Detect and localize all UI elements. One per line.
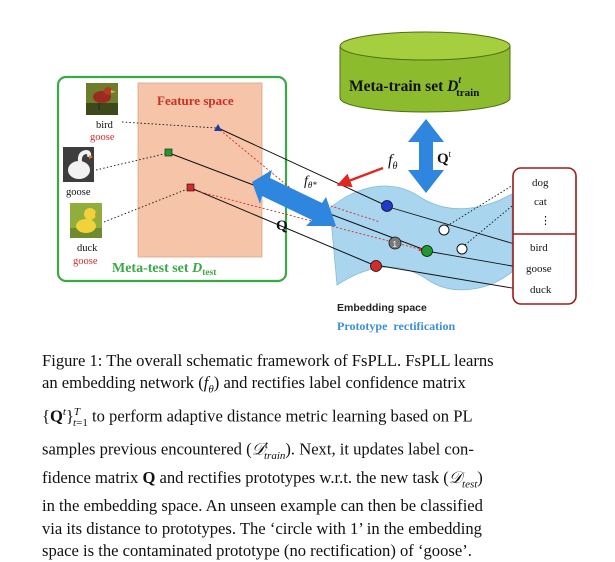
duck-image (70, 203, 102, 238)
f-theta-star-label: fθ* (304, 174, 317, 190)
caption-line-1: Figure 1: The overall schematic framewor… (42, 351, 494, 370)
meta-train-label: Meta-train set Dt train (349, 75, 479, 99)
duck-dotted-link (103, 187, 191, 223)
feature-space-label: Feature space (157, 93, 234, 108)
cat-prototype (456, 243, 468, 255)
duck-sample-name: duck (77, 243, 98, 254)
caption-line-6: in the embedding space. An unseen exampl… (42, 496, 483, 516)
goose-sample-name: goose (66, 187, 91, 198)
feature-embedding-double-arrow (252, 170, 336, 226)
bird-feature-point (214, 124, 222, 131)
cat-class-link (464, 200, 519, 246)
feature-space-box (137, 82, 263, 258)
caption-line-4: samples previous encountered (𝒟ttrain). … (42, 438, 474, 462)
goose-image (63, 147, 94, 182)
duck-sample-label: goose (73, 256, 98, 267)
bird-sample-name: bird (96, 120, 114, 131)
contaminated-goose-prototype (388, 236, 402, 250)
bird-dotted-link (121, 121, 218, 129)
caption-line-5: fidence matrix Q and rectifies prototype… (42, 467, 483, 491)
class-duck: duck (530, 284, 552, 296)
contaminated-marker-one: 1 (393, 240, 398, 249)
caption-line-2: an embedding network (fθ) and rectifies … (42, 373, 466, 396)
prototype-rectification-label: Prototype rectification (337, 319, 456, 333)
bird-sample-label: goose (90, 132, 115, 143)
goose-prototype (421, 245, 433, 257)
q-t-label: Qt (437, 149, 452, 167)
vertical-double-arrow (408, 119, 444, 193)
bird-mapping-line (217, 127, 388, 207)
framework-figure: Feature space bird goose goose duck goos… (56, 31, 577, 333)
duck-class-link (380, 265, 519, 290)
bird-image (86, 83, 118, 115)
caption-line-3: {Qt}Tt=1 to perform adaptive distance me… (42, 405, 473, 429)
bird-prototype (381, 200, 393, 212)
embedding-space-label: Embedding space (337, 302, 427, 314)
dog-prototype (438, 224, 450, 236)
class-cat: cat (534, 196, 547, 208)
q-label: Q (276, 218, 288, 234)
class-bird: bird (530, 242, 548, 254)
class-goose: goose (526, 263, 552, 275)
duck-prototype (370, 260, 382, 272)
f-theta-label: fθ (388, 152, 397, 172)
f-theta-red-arrow (336, 166, 384, 188)
bird-class-link (391, 207, 519, 246)
goose-dotted-link (95, 152, 169, 171)
caption-line-7: via its distance to prototypes. The ‘cir… (42, 518, 482, 538)
meta-train-cylinder (339, 31, 511, 113)
goose-class-link (431, 251, 519, 268)
class-ellipsis: ⋮ (540, 214, 551, 227)
goose-feature-point (164, 148, 173, 157)
duck-mapping-line (190, 187, 377, 267)
meta-test-label: Meta-test set Dtest (112, 261, 217, 278)
class-list-box (512, 167, 577, 305)
figure-caption: Figure 1: The overall schematic framewor… (42, 350, 590, 562)
class-dog: dog (532, 177, 549, 189)
duck-feature-point (186, 183, 195, 192)
embedding-space-surface (329, 185, 513, 291)
